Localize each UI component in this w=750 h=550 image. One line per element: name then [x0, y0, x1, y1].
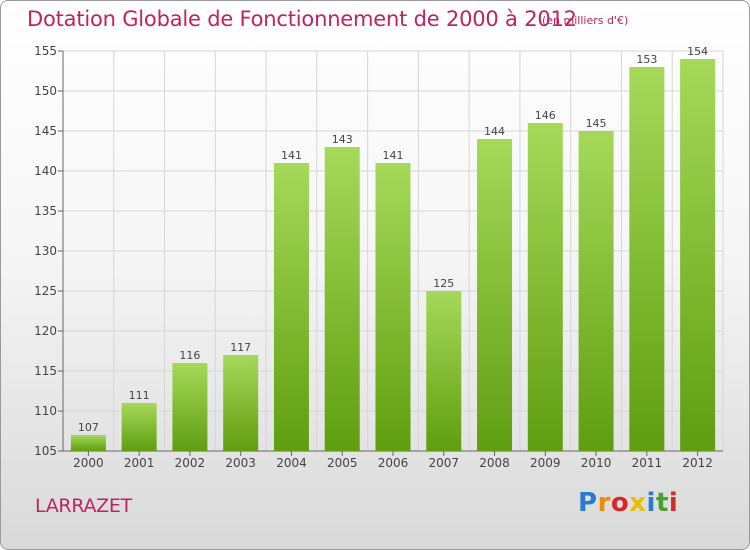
bar-2010 [578, 131, 614, 451]
x-tick-label: 2010 [581, 456, 612, 470]
y-tick-label: 110 [34, 404, 57, 418]
logo-letter: i [646, 488, 656, 518]
y-tick-label: 125 [34, 284, 57, 298]
bars [70, 59, 716, 451]
bar-2002 [172, 363, 208, 451]
data-label: 154 [687, 45, 708, 58]
data-label: 125 [433, 277, 454, 290]
x-tick-label: 2009 [530, 456, 561, 470]
bar-2000 [70, 435, 106, 451]
x-tick-label: 2008 [479, 456, 510, 470]
data-label: 141 [281, 149, 302, 162]
y-tick-label: 115 [34, 364, 57, 378]
logo-letter: P [578, 488, 598, 518]
data-label: 116 [179, 349, 200, 362]
bar-2009 [527, 123, 563, 451]
logo-letter: i [668, 488, 679, 518]
bar-2007 [426, 291, 462, 451]
data-label: 146 [535, 109, 556, 122]
data-label: 111 [129, 389, 150, 402]
data-label: 141 [383, 149, 404, 162]
y-tick-label: 105 [34, 444, 57, 458]
y-tick-label: 140 [34, 164, 57, 178]
x-tick-label: 2012 [682, 456, 713, 470]
x-tick-label: 2004 [276, 456, 307, 470]
x-tick-label: 2006 [378, 456, 409, 470]
x-tick-label: 2007 [428, 456, 459, 470]
proxiti-logo[interactable]: Proxiti [578, 488, 678, 518]
y-tick-label: 135 [34, 204, 57, 218]
logo-letter: x [629, 488, 647, 518]
bar-2011 [629, 67, 665, 451]
bar-2003 [223, 355, 259, 451]
data-label: 107 [78, 421, 99, 434]
bar-2008 [477, 139, 513, 451]
data-labels: 107 111 116 117 141 143 141 125 144 146 145 153 154 [78, 45, 708, 434]
data-label: 144 [484, 125, 505, 138]
x-tick-label: 2003 [225, 456, 256, 470]
y-tick-label: 130 [34, 244, 57, 258]
x-tick-label: 2002 [175, 456, 206, 470]
data-label: 117 [230, 341, 251, 354]
logo-letter: o [610, 488, 630, 518]
data-label: 145 [586, 117, 607, 130]
commune-name: LARRAZET [35, 495, 132, 517]
bar-2005 [324, 147, 360, 451]
data-label: 153 [636, 53, 657, 66]
logo-letter: t [655, 488, 669, 518]
x-tick-label: 2000 [73, 456, 104, 470]
bar-2006 [375, 163, 411, 451]
y-tick-label: 150 [34, 84, 57, 98]
y-tick-label: 120 [34, 324, 57, 338]
x-tick-label: 2005 [327, 456, 358, 470]
x-tick-label: 2001 [124, 456, 155, 470]
bar-2012 [680, 59, 716, 451]
chart-title: Dotation Globale de Fonctionnement de 20… [27, 7, 577, 31]
y-tick-label: 145 [34, 124, 57, 138]
data-label: 143 [332, 133, 353, 146]
chart-subtitle: (en milliers d'€) [542, 14, 629, 27]
x-tick-label: 2011 [632, 456, 663, 470]
bar-2004 [273, 163, 309, 451]
logo-letter: r [597, 488, 611, 518]
bar-2001 [121, 403, 157, 451]
y-tick-label: 155 [34, 44, 57, 58]
